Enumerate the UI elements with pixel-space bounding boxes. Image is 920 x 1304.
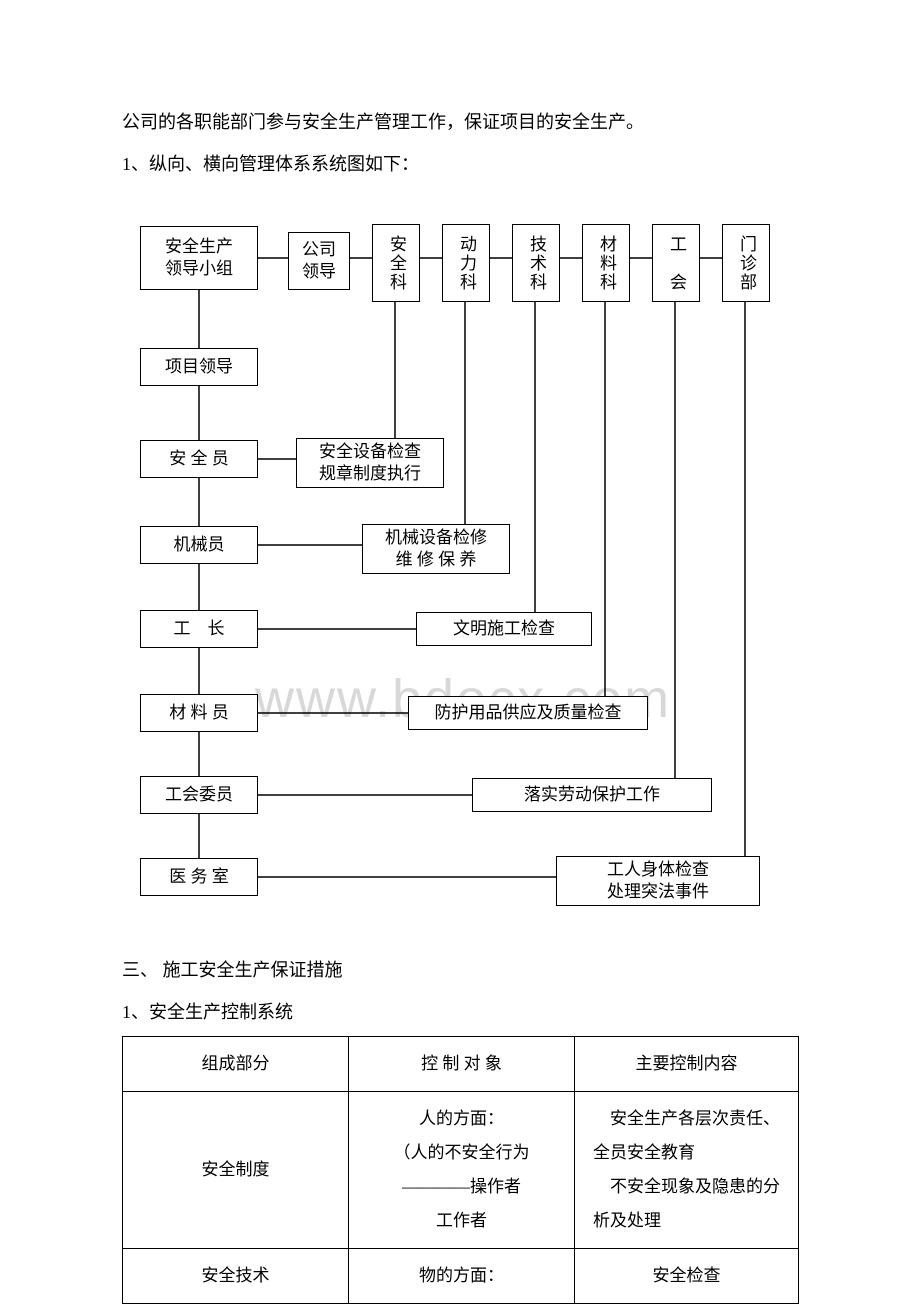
box-material-clerk: 材 料 员: [140, 694, 258, 732]
box-mech-maint: 机械设备检修 维 修 保 养: [362, 524, 510, 574]
box-material-dept: 材料科: [582, 224, 630, 302]
box-ppe-supply: 防护用品供应及质量检查: [408, 696, 648, 730]
td-r1c3: 安全生产各层次责任、全员安全教育 不安全现象及隐患的分析及处理: [575, 1092, 799, 1249]
box-power-dept: 动力科: [442, 224, 490, 302]
box-clinic: 门诊部: [722, 224, 770, 302]
box-worker-health: 工人身体检查 处理突法事件: [556, 856, 760, 906]
box-safety-leader-group: 安全生产 领导小组: [140, 226, 258, 290]
table-header-row: 组成部分 控 制 对 象 主要控制内容: [123, 1037, 799, 1092]
box-safety-check: 安全设备检查 规章制度执行: [296, 438, 444, 488]
box-project-leader: 项目领导: [140, 348, 258, 386]
box-civil-check: 文明施工检查: [416, 612, 592, 646]
box-foreman: 工 长: [140, 610, 258, 648]
box-medical-room: 医 务 室: [140, 858, 258, 896]
box-tech-dept: 技术科: [512, 224, 560, 302]
table-row: 安全制度 人的方面： （人的不安全行为 ————操作者 工作者 安全生产各层次责…: [123, 1092, 799, 1249]
td-r1c1: 安全制度: [123, 1092, 349, 1249]
section3-heading: 三、 施工安全生产保证措施: [122, 954, 343, 986]
box-labor-protect: 落实劳动保护工作: [472, 778, 712, 812]
td-r2c1: 安全技术: [123, 1249, 349, 1304]
th-object: 控 制 对 象: [349, 1037, 575, 1092]
table-row: 安全技术 物的方面： 安全检查: [123, 1249, 799, 1304]
page: 公司的各职能部门参与安全生产管理工作，保证项目的安全生产。 1、纵向、横向管理体…: [0, 0, 920, 1302]
box-company-leader: 公司 领导: [288, 232, 350, 290]
th-component: 组成部分: [123, 1037, 349, 1092]
section3-sub1: 1、安全生产控制系统: [122, 996, 293, 1028]
box-union: 工 会: [652, 224, 700, 302]
td-r2c3: 安全检查: [575, 1249, 799, 1304]
box-mechanic: 机械员: [140, 526, 258, 564]
td-r2c2: 物的方面：: [349, 1249, 575, 1304]
box-safety-officer: 安 全 员: [140, 440, 258, 478]
td-r1c2: 人的方面： （人的不安全行为 ————操作者 工作者: [349, 1092, 575, 1249]
box-union-member: 工会委员: [140, 776, 258, 814]
intro-line-2: 1、纵向、横向管理体系系统图如下：: [122, 148, 419, 180]
box-safety-dept: 安全科: [372, 224, 420, 302]
th-content: 主要控制内容: [575, 1037, 799, 1092]
intro-line-1: 公司的各职能部门参与安全生产管理工作，保证项目的安全生产。: [122, 106, 644, 138]
control-table: 组成部分 控 制 对 象 主要控制内容 安全制度 人的方面： （人的不安全行为 …: [122, 1036, 799, 1304]
